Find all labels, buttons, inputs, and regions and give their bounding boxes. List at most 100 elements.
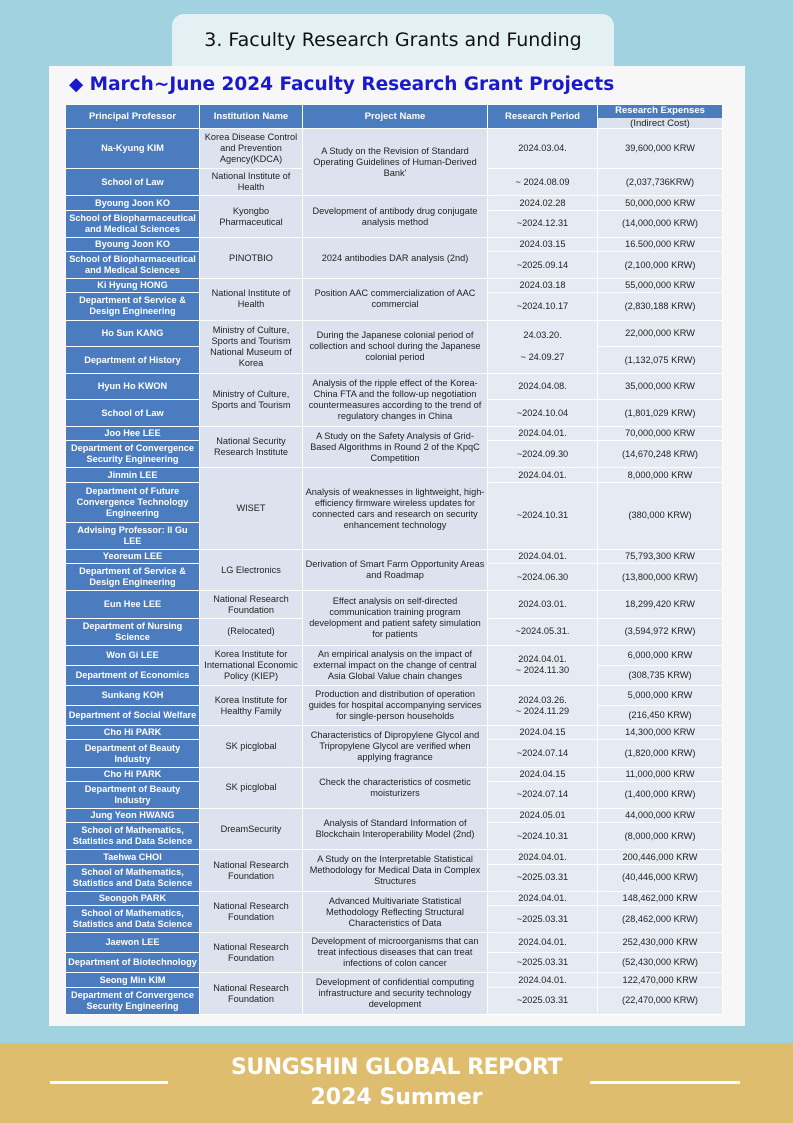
expense-cell: 35,000,000 KRW (597, 372, 723, 401)
column-header: Principal Professor (65, 104, 200, 129)
project-cell: Analysis of weaknesses in lightweight, h… (302, 467, 488, 551)
expense-cell: 16.500,000 KRW (597, 236, 723, 253)
professor-name: Jinmin LEE (65, 467, 200, 483)
institution-cell: National Research Foundation (199, 890, 303, 934)
project-cell: Development of confidential computing in… (302, 972, 488, 1015)
period-cell: 2024.03.01. (487, 590, 598, 619)
professor-department: Department of Convergence Security Engin… (65, 986, 200, 1016)
project-cell: Development of microorganisms that can t… (302, 932, 488, 974)
period-cell: ~2024.12.31 (487, 209, 598, 238)
institution-cell: National Institute of Health (199, 168, 303, 197)
professor-department: School of Mathematics, Statistics and Da… (65, 822, 200, 851)
professor-name: Jung Yeon HWANG (65, 808, 200, 824)
expense-cell: 18,299,420 KRW (597, 590, 723, 619)
expense-cell: (13,800,000 KRW) (597, 563, 723, 592)
column-header-text: Research Expenses (615, 105, 705, 116)
period-cell: ~2024.09.30 (487, 440, 598, 469)
professor-department: Department of Biotechnology (65, 952, 200, 974)
expense-cell: (2,100,000 KRW) (597, 250, 723, 280)
project-cell: A Study on the Safety Analysis of Grid-B… (302, 426, 488, 469)
table-row: School of Law ~2024.10.04 (1,801,029 KRW) (65, 399, 723, 428)
expense-cell: (2,037,736KRW) (597, 168, 723, 197)
period-cell: 2024.04.01. (487, 426, 598, 442)
institution-cell: Ministry of Culture, Sports and Tourism … (199, 319, 303, 374)
footer-title: SUNGSHIN GLOBAL REPORT (231, 1055, 562, 1080)
expense-cell: 50,000,000 KRW (597, 195, 723, 211)
period-cell: 2024.04.01. (487, 932, 598, 954)
expense-cell: 8,000,000 KRW (597, 467, 723, 483)
professor-department: School of Mathematics, Statistics and Da… (65, 905, 200, 934)
institution-cell: Ministry of Culture, Sports and Tourism (199, 372, 303, 428)
expense-cell: (216,450 KRW) (597, 705, 723, 727)
section-tab: 3. Faculty Research Grants and Funding (172, 14, 614, 70)
table-row: Advising Professor: Il Gu LEE (65, 521, 723, 551)
project-cell: Derivation of Smart Farm Opportunity Are… (302, 549, 488, 592)
period-cell: 2024.04.15 (487, 766, 598, 782)
professor-name: Seongoh PARK (65, 890, 200, 907)
column-header: Research Expenses (Indirect Cost) (597, 104, 723, 129)
footer: SUNGSHIN GLOBAL REPORT 2024 Summer (0, 1043, 793, 1123)
table-row: Cho Hi PARK SK picglobal Check the charact… (65, 766, 723, 810)
table-row: Department of Nursing Science (Relocated)… (65, 617, 723, 646)
institution-cell: Korea Institute for Healthy Family (199, 685, 303, 727)
expense-cell: (1,820,000 KRW) (597, 739, 723, 768)
institution-cell: National Research Foundation (199, 972, 303, 1015)
expense-cell: 39,600,000 KRW (597, 127, 723, 170)
expense-cell: 200,446,000 KRW (597, 849, 723, 865)
column-header-text: Principal Professor (88, 111, 177, 122)
project-cell: Analysis of Standard Information of Bloc… (302, 808, 488, 851)
period-cell: 2024.04.01. (487, 849, 598, 865)
table-row: Cho Hi PARK SK picglobal Characteristics o… (65, 725, 723, 768)
table-row: Department of Service & Design Engineeri… (65, 563, 723, 592)
project-cell: Position AAC commercialization of AAC co… (302, 278, 488, 321)
table-row: Department of Beauty Industry ~2024.07.14… (65, 739, 723, 768)
professor-department: Department of Economics (65, 664, 200, 687)
professor-department: Department of History (65, 346, 200, 374)
expense-cell: 14,300,000 KRW (597, 725, 723, 741)
period-cell: ~2025.03.31 (487, 952, 598, 974)
institution-cell: WISET (199, 467, 303, 551)
expense-cell: 252,430,000 KRW (597, 932, 723, 954)
expense-cell: (22,470,000 KRW) (597, 986, 723, 1016)
professor-department: School of Biopharmaceutical and Medical … (65, 209, 200, 238)
column-header-note: (Indirect Cost) (598, 118, 722, 129)
table-row: Seongoh PARK National Research Foundation… (65, 890, 723, 934)
grants-table: Principal Professor Institution Name Proje… (65, 104, 723, 1016)
expense-cell: (308,735 KRW) (597, 664, 723, 687)
period-cell: ~2025.03.31 (487, 986, 598, 1016)
table-row: Department of Service & Design Engineeri… (65, 292, 723, 321)
professor-department: Department of Social Welfare (65, 705, 200, 727)
project-cell: 2024 antibodies DAR analysis (2nd) (302, 236, 488, 280)
institution-cell: PINOTBIO (199, 236, 303, 280)
expense-cell: 122,470,000 KRW (597, 972, 723, 988)
period-cell: ~2024.06.30 (487, 563, 598, 592)
period-cell: ~ 2024.08.09 (487, 168, 598, 197)
table-row: Department of Future Convergence Technol… (65, 481, 723, 551)
professor-department: Department of Beauty Industry (65, 739, 200, 768)
expense-cell: (52,430,000 KRW) (597, 952, 723, 974)
table-row: Yeoreum LEE LG Electronics Derivation of S… (65, 549, 723, 592)
table-row: Jinmin LEE WISET Analysis of weaknesses in… (65, 467, 723, 551)
period-cell: ~2024.07.14 (487, 739, 598, 768)
table-row: School of Biopharmaceutical and Medical … (65, 209, 723, 238)
expense-cell: 11,000,000 KRW (597, 766, 723, 782)
project-cell: Effect analysis on self-directed communi… (302, 590, 488, 646)
expense-cell: 6,000,000 KRW (597, 644, 723, 666)
professor-name: Byoung Joon KO (65, 195, 200, 211)
table-row: Department of Social Welfare (216,450 KRW… (65, 705, 723, 727)
period-cell: ~2025.09.14 (487, 250, 598, 280)
institution-cell: DreamSecurity (199, 808, 303, 851)
period-cell: 2024.04.01. (487, 467, 598, 483)
institution-cell: Korea Disease Control and Prevention Age… (199, 127, 303, 170)
table-row: Na-Kyung KIM Korea Disease Control and Pr… (65, 127, 723, 197)
table-row: Joo Hee LEE National Security Research In… (65, 426, 723, 469)
expense-cell: (8,000,000 KRW) (597, 822, 723, 851)
professor-department: Advising Professor: Il Gu LEE (65, 521, 200, 551)
period-cell: ~2025.03.31 (487, 863, 598, 892)
header-row: Principal Professor Institution Name Proje… (65, 104, 723, 129)
column-header-text: Research Period (505, 111, 580, 122)
professor-name: Eun Hee LEE (65, 590, 200, 619)
professor-department: School of Law (65, 399, 200, 428)
column-header-text: Project Name (364, 111, 426, 122)
